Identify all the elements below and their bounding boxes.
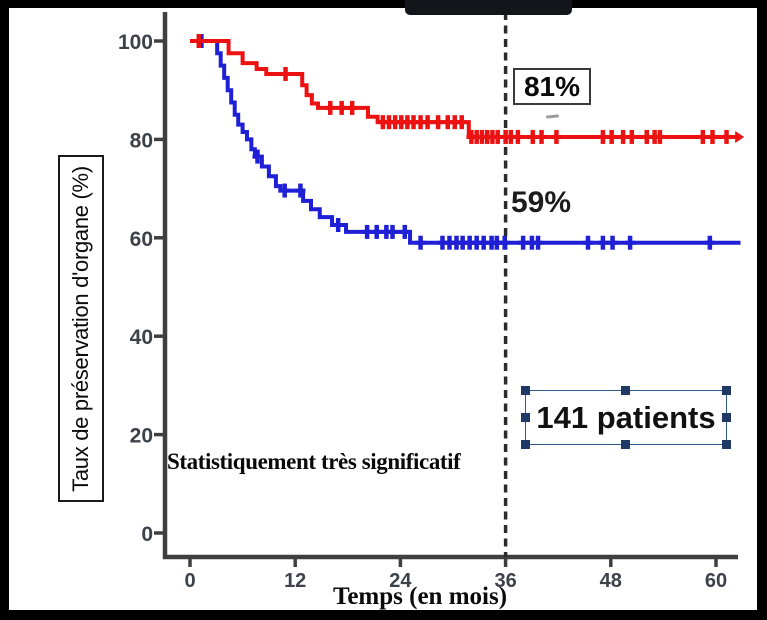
- svg-text:100: 100: [118, 31, 153, 54]
- svg-text:20: 20: [130, 425, 153, 448]
- top-window-tab: [405, 0, 572, 15]
- selection-handle-nw[interactable]: [521, 386, 530, 395]
- selection-handle-n[interactable]: [621, 386, 630, 395]
- svg-text:0: 0: [141, 523, 153, 546]
- red-curve-value-box: 81%: [513, 68, 591, 105]
- significance-annotation: Statistiquement très significatif: [167, 449, 461, 474]
- blue-curve-value-label: 59%: [511, 186, 572, 219]
- y-axis-label-box: Taux de préservation d'organe (%): [58, 155, 104, 502]
- svg-text:24: 24: [389, 570, 412, 592]
- selection-handle-se[interactable]: [722, 440, 731, 449]
- patients-textbox[interactable]: 141 patients: [521, 386, 731, 449]
- svg-text:0: 0: [184, 570, 195, 592]
- selection-handle-e[interactable]: [722, 412, 731, 422]
- svg-text:36: 36: [494, 570, 516, 592]
- svg-text:80: 80: [130, 129, 153, 152]
- selection-handle-s[interactable]: [621, 440, 630, 449]
- y-axis-label: Taux de préservation d'organe (%): [68, 165, 93, 492]
- svg-text:40: 40: [130, 326, 153, 349]
- x-axis-label: Temps (en mois): [332, 583, 508, 610]
- svg-text:48: 48: [600, 570, 622, 592]
- patients-count-label: 141 patients: [536, 399, 716, 435]
- svg-text:60: 60: [130, 228, 153, 251]
- selection-handle-sw[interactable]: [521, 440, 530, 449]
- svg-text:12: 12: [284, 570, 306, 592]
- selection-handle-ne[interactable]: [722, 386, 731, 395]
- selection-handle-w[interactable]: [521, 412, 530, 422]
- svg-text:60: 60: [705, 570, 727, 592]
